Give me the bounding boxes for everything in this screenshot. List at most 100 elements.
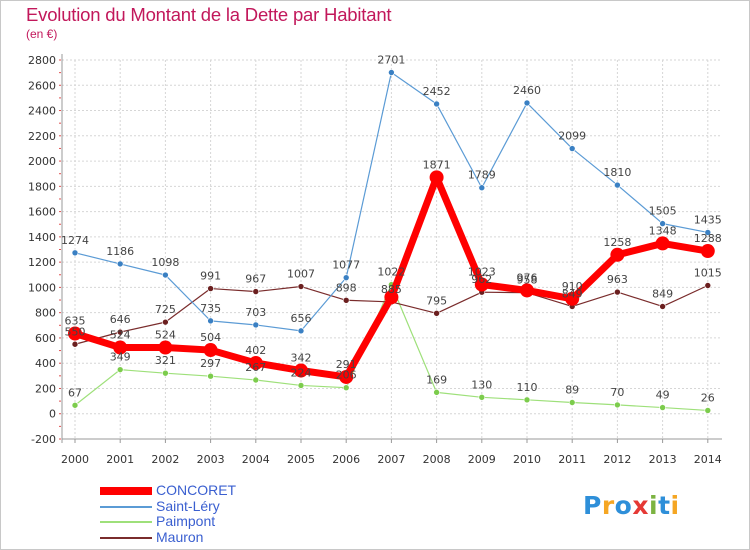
data-label: 342: [291, 352, 312, 365]
data-point-paimpont: [71, 401, 79, 409]
data-label: 976: [517, 271, 538, 284]
logo-letter: i: [649, 491, 659, 520]
data-point-concoret: [158, 340, 173, 355]
x-tick-label: 2004: [242, 453, 270, 466]
data-point-concoret: [610, 247, 625, 262]
data-point-concoret: [655, 236, 670, 251]
data-label: 130: [471, 378, 492, 391]
data-label: 703: [245, 306, 266, 319]
data-label: 291: [336, 358, 357, 371]
data-point-concoret: [700, 244, 715, 259]
data-label: 1098: [151, 256, 179, 269]
logo-letter: r: [601, 491, 615, 520]
data-label: 70: [610, 386, 624, 399]
data-label: 1288: [694, 232, 722, 245]
data-label: 224: [291, 366, 312, 379]
proxiti-logo: Proxiti: [583, 491, 680, 520]
legend-label-mauron: Mauron: [156, 528, 204, 545]
x-tick-label: 2006: [332, 453, 360, 466]
data-label: 2099: [558, 130, 586, 143]
data-label: 67: [68, 386, 82, 399]
chart-subtitle: (en €): [26, 27, 58, 41]
y-tick-label: 0: [49, 408, 56, 421]
y-tick-label: 1600: [28, 206, 56, 219]
data-label: 110: [517, 381, 538, 394]
data-label: 321: [155, 354, 176, 367]
data-point-concoret: [565, 291, 580, 306]
y-tick-label: 1400: [28, 231, 56, 244]
data-point-mauron: [659, 303, 666, 310]
data-label: 26: [701, 391, 715, 404]
logo-letter: o: [614, 491, 633, 520]
x-tick-label: 2011: [558, 453, 586, 466]
x-tick-label: 2008: [423, 453, 451, 466]
data-label: 1810: [603, 166, 631, 179]
point-labels: 635 524 524 504 402 342 291 1871 1023 976 910 1258 1…: [61, 54, 722, 405]
data-point-paimpont: [342, 384, 350, 392]
logo-letter: t: [658, 491, 671, 520]
y-tick-label: -200: [31, 433, 56, 446]
data-label: 646: [110, 313, 131, 326]
data-point-saint-lery: [659, 220, 666, 227]
data-point-saint-lery: [252, 321, 260, 329]
data-point-concoret: [294, 363, 308, 378]
data-label: 885: [381, 283, 402, 296]
y-tick-label: 1000: [28, 281, 56, 294]
data-point-paimpont: [297, 382, 305, 389]
data-label: 206: [336, 369, 357, 382]
data-point-mauron: [342, 296, 350, 304]
data-point-concoret: [474, 277, 489, 292]
x-tick-label: 2001: [106, 453, 134, 466]
data-label: 550: [65, 325, 86, 338]
data-point-saint-lery: [207, 317, 214, 325]
data-label: 524: [155, 329, 176, 342]
x-tick-label: 2014: [694, 453, 722, 466]
data-point-mauron: [116, 328, 124, 336]
data-point-paimpont: [252, 376, 260, 384]
logo-letter: x: [632, 491, 649, 520]
data-label: 2701: [377, 54, 405, 67]
legend-swatch-paimpont: [100, 521, 152, 523]
data-label: 963: [607, 273, 628, 286]
data-label: 635: [65, 315, 86, 328]
chart-title: Evolution du Montant de la Dette par Hab…: [26, 4, 392, 25]
y-tick-label: 2600: [28, 79, 56, 92]
y-tick-label: 800: [35, 307, 56, 320]
grid-lines: [62, 59, 722, 440]
x-tick-label: 2013: [649, 453, 677, 466]
data-point-mauron: [252, 288, 260, 295]
legend-label-saint-lery: Saint-Léry: [156, 497, 220, 514]
data-point-saint-lery: [71, 249, 79, 257]
data-point-concoret: [113, 340, 128, 355]
data-point-saint-lery: [162, 271, 169, 279]
data-label: 656: [291, 312, 312, 325]
data-label: 849: [652, 287, 673, 300]
data-point-saint-lery: [342, 274, 350, 281]
x-tick-label: 2003: [197, 453, 225, 466]
x-tick-label: 2012: [603, 453, 631, 466]
x-tick-label: 2009: [468, 453, 496, 466]
data-label: 1023: [468, 265, 496, 278]
data-label: 967: [245, 273, 266, 286]
data-point-paimpont: [568, 399, 576, 406]
data-label: 1186: [106, 245, 134, 258]
data-point-saint-lery: [297, 327, 305, 335]
data-point-mauron: [433, 309, 440, 317]
data-point-paimpont: [478, 394, 486, 401]
data-label: 991: [200, 270, 221, 283]
data-label: 402: [245, 344, 266, 357]
data-label: 962: [471, 273, 492, 286]
data-label: 958: [517, 274, 538, 287]
data-point-paimpont: [523, 396, 531, 404]
x-tick-label: 2007: [377, 453, 405, 466]
data-label: 297: [200, 357, 221, 370]
data-label: 1274: [61, 234, 89, 247]
data-label: 1077: [332, 259, 360, 272]
data-label: 849: [562, 287, 583, 300]
data-label: 898: [336, 281, 357, 294]
data-label: 910: [562, 280, 583, 293]
data-label: 1435: [694, 213, 722, 226]
y-tick-label: 200: [35, 382, 56, 395]
x-tick-label: 2010: [513, 453, 541, 466]
data-label: 524: [110, 329, 131, 342]
